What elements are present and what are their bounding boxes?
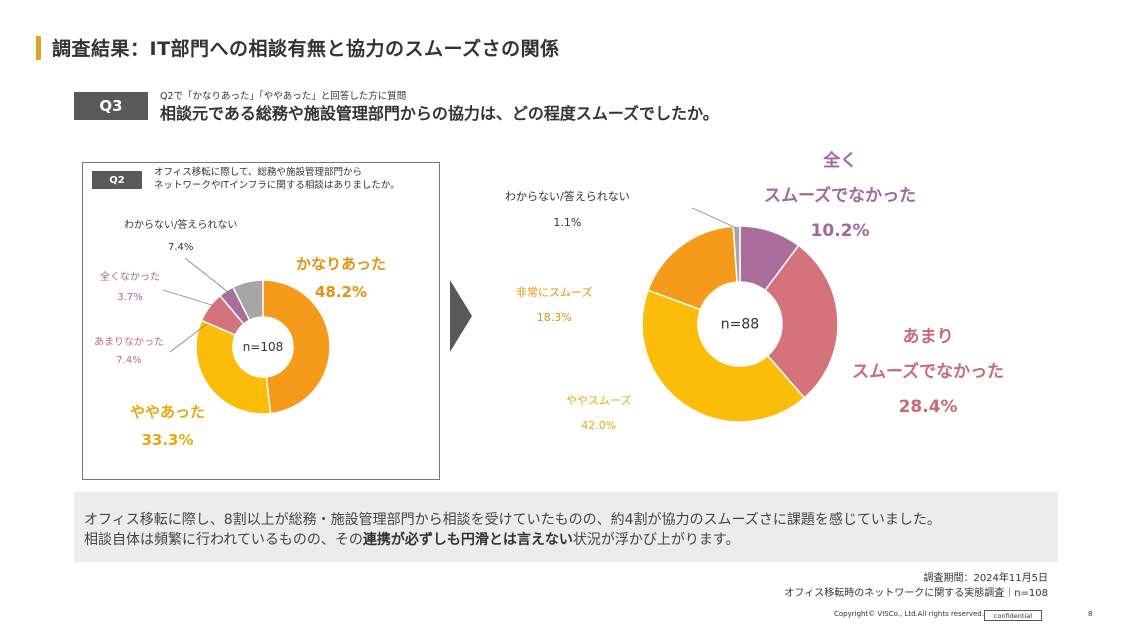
q2-label-yaya: ややあった 33.3% (130, 398, 205, 454)
q2-label-kanari-value: 48.2% (314, 283, 368, 301)
summary-line1: オフィス移転に際し、8割以上が総務・施設管理部門から相談を受けていたものの、約4… (84, 512, 941, 528)
page-number: 8 (1088, 610, 1093, 618)
q2-label-mattaku-value: 3.7% (117, 292, 143, 303)
q2-label-mattaku-name: 全くなかった (100, 272, 160, 283)
q2-label-kanari-name: かなりあった (296, 255, 387, 273)
q2-question-line2: ネットワークやITインフラに関する相談はありましたか。 (154, 180, 400, 191)
q3-slice-3 (647, 225, 738, 311)
q2-question: オフィス移転に際して、総務や施設管理部門から ネットワークやITインフラに関する… (154, 166, 400, 192)
q2-label-kanari: かなりあった 48.2% (296, 250, 386, 306)
q3-subnote: Q2で「かなりあった」「ややあった」と回答した方に質問 (160, 91, 407, 102)
q3-badge: Q3 (74, 92, 148, 120)
copyright: Copyright© VISCo., Ltd.All rights reserv… (834, 610, 984, 618)
q2-label-amari: あまりなかった 7.4% (94, 334, 164, 370)
q3-label-mattaku: 全く スムーズでなかった 10.2% (764, 144, 916, 249)
q3-label-hijou-value: 18.3% (536, 311, 572, 324)
q3-label-hijou: 非常にスムーズ 18.3% (516, 280, 592, 330)
summary-line2: 相談自体は頻繁に行われているものの、その連携が必ずしも円滑とは言えない状況が浮か… (84, 529, 740, 549)
q2-label-yaya-name: ややあった (130, 403, 206, 421)
q3-center-label: n=88 (721, 317, 759, 333)
survey-period: 調査期間：2024年11月5日 (923, 573, 1048, 584)
q3-slice-1 (764, 244, 839, 399)
page-title: 調査結果：IT部門への相談有無と協力のスムーズさの関係 (52, 38, 560, 60)
q2-label-amari-name: あまりなかった (94, 337, 164, 348)
summary-box: オフィス移転に際し、8割以上が総務・施設管理部門から相談を受けていたものの、約4… (74, 492, 1058, 562)
q3-label-yaya-value: 42.0% (581, 419, 617, 432)
q2-label-wakaranai-value: 7.4% (167, 242, 194, 253)
q3-slice-2 (641, 289, 806, 423)
q2-label-amari-value: 7.4% (116, 355, 142, 366)
title-accent-bar (36, 36, 41, 60)
q3-label-amari: あまり スムーズでなかった 28.4% (852, 320, 1004, 425)
q3-label-amari-value: 28.4% (898, 397, 958, 417)
survey-name: オフィス移転時のネットワークに関する実態調査｜n=108 (784, 588, 1048, 599)
q3-question: 相談元である総務や施設管理部門からの協力は、どの程度スムーズでしたか。 (160, 104, 719, 123)
q3-label-yaya: ややスムーズ 42.0% (566, 388, 631, 438)
summary-line2-bold: 連携が必ずしも円滑とは言えない (362, 532, 573, 548)
q2-label-yaya-value: 33.3% (141, 431, 194, 449)
q3-label-amari-line1: あまり (902, 327, 954, 347)
confidential-badge: confidential (984, 610, 1042, 621)
q2-panel (82, 162, 440, 480)
q3-label-amari-line2: スムーズでなかった (852, 362, 1005, 382)
summary-line2-pre: 相談自体は頻繁に行われているものの、その (84, 532, 363, 548)
q3-slice-4 (732, 225, 741, 283)
q3-label-wakaranai: わからない/答えられない 1.1% (505, 184, 630, 236)
q3-label-wakaranai-value: 1.1% (553, 216, 582, 229)
q3-label-yaya-name: ややスムーズ (566, 394, 632, 407)
q3-label-hijou-name: 非常にスムーズ (516, 286, 593, 299)
q3-label-mattaku-line2: スムーズでなかった (764, 186, 917, 206)
q3-leader-line-0 (691, 207, 737, 229)
q2-question-line1: オフィス移転に際して、総務や施設管理部門から (154, 167, 363, 178)
chevron-right-icon (450, 280, 472, 352)
q2-label-mattaku: 全くなかった 3.7% (100, 268, 160, 308)
q2-label-wakaranai-name: わからない/答えられない (124, 220, 238, 231)
q2-label-wakaranai: わからない/答えられない 7.4% (124, 215, 237, 259)
q3-label-mattaku-value: 10.2% (810, 221, 870, 241)
q3-label-wakaranai-name: わからない/答えられない (505, 190, 630, 203)
summary-line2-post: 状況が浮かび上がります。 (572, 532, 740, 548)
q3-label-mattaku-line1: 全く (823, 151, 858, 171)
q2-badge: Q2 (92, 171, 142, 189)
